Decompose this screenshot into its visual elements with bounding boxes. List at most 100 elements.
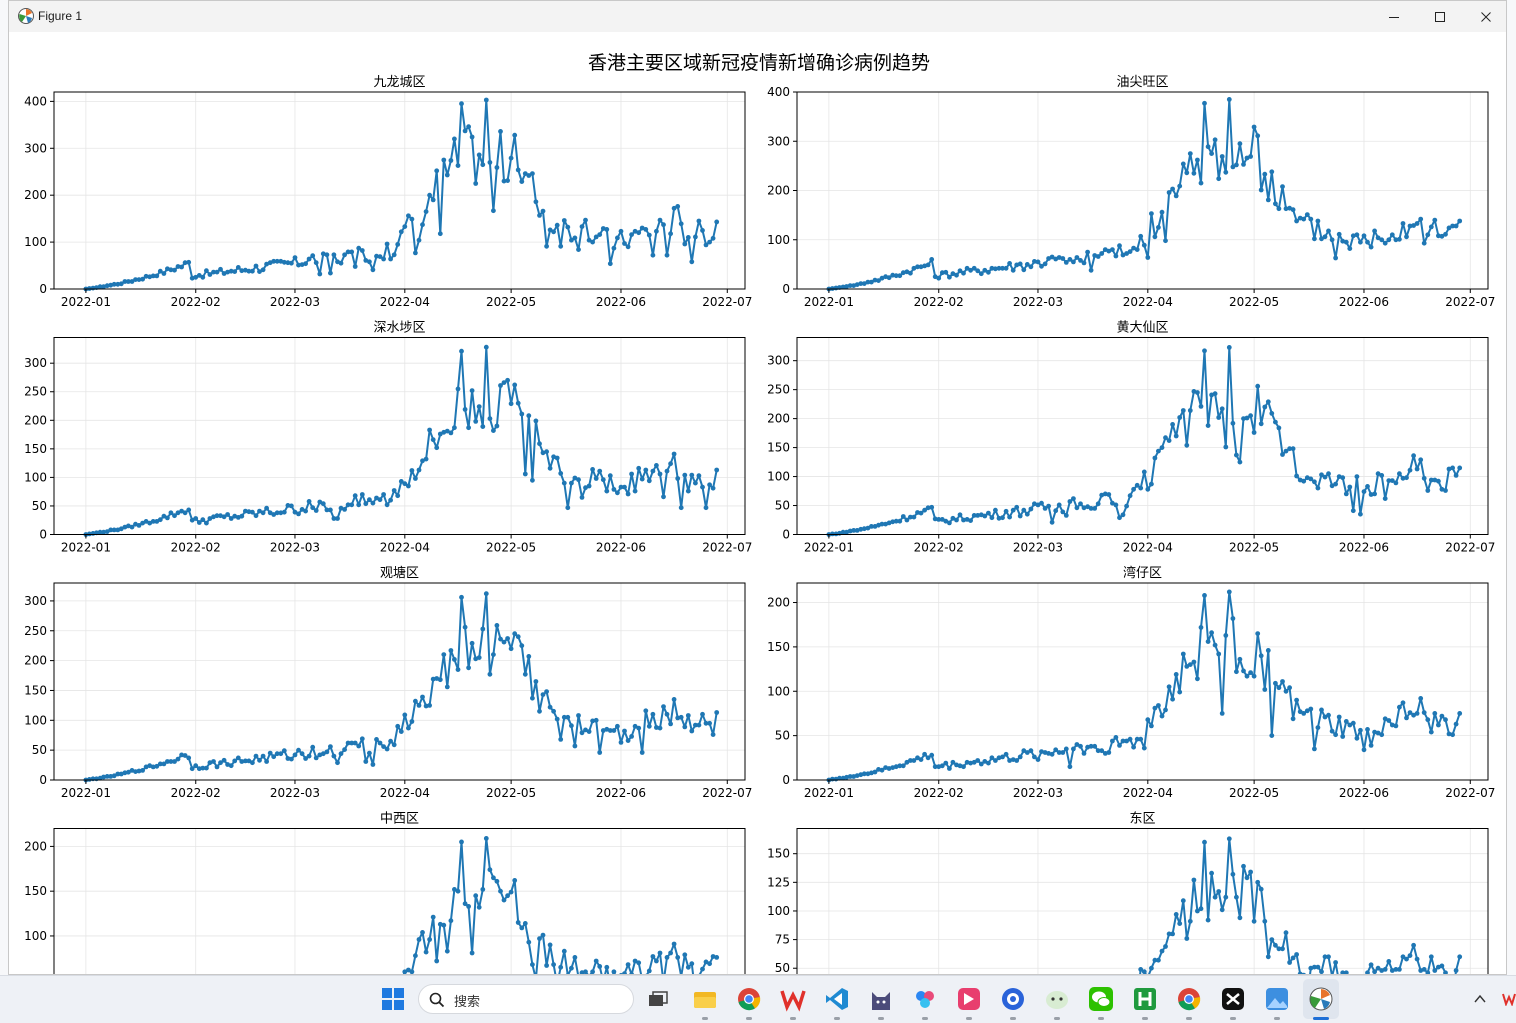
task-view-icon[interactable] bbox=[645, 986, 671, 1012]
data-point bbox=[548, 705, 553, 710]
wechat-icon[interactable] bbox=[1088, 986, 1114, 1012]
data-point bbox=[1333, 732, 1338, 737]
x-tick-label: 2022-01 bbox=[804, 295, 854, 309]
title-bar[interactable]: Figure 1 bbox=[9, 1, 1506, 32]
maximize-button[interactable] bbox=[1417, 1, 1463, 32]
data-point bbox=[495, 165, 500, 170]
data-point bbox=[282, 748, 287, 753]
data-point bbox=[1004, 752, 1009, 757]
data-point bbox=[943, 270, 948, 275]
chevron-up-icon[interactable] bbox=[1474, 994, 1486, 1004]
matplotlib-icon[interactable] bbox=[1308, 986, 1334, 1012]
data-point bbox=[1454, 473, 1459, 478]
data-point bbox=[658, 951, 663, 956]
data-point bbox=[1252, 430, 1257, 435]
data-point bbox=[1422, 710, 1427, 715]
data-point bbox=[1262, 687, 1267, 692]
blue-circle-icon[interactable] bbox=[1000, 986, 1026, 1012]
data-point bbox=[943, 761, 948, 766]
data-point bbox=[218, 267, 223, 272]
baidu-netdisk-icon[interactable] bbox=[912, 986, 938, 1012]
axes-frame bbox=[797, 583, 1488, 780]
photos-icon[interactable] bbox=[1264, 986, 1290, 1012]
data-point bbox=[530, 696, 535, 701]
x-tick-label: 2022-01 bbox=[804, 541, 854, 555]
data-point bbox=[1383, 967, 1388, 972]
running-indicator bbox=[746, 1017, 752, 1020]
data-point bbox=[509, 156, 514, 161]
y-tick-label: 300 bbox=[767, 134, 790, 148]
data-point bbox=[661, 494, 666, 499]
windows-start-icon[interactable] bbox=[380, 986, 406, 1012]
close-button[interactable] bbox=[1463, 1, 1507, 32]
data-point bbox=[1312, 747, 1317, 752]
data-point bbox=[463, 625, 468, 630]
data-point bbox=[530, 962, 535, 967]
data-point bbox=[658, 218, 663, 223]
data-point bbox=[597, 232, 602, 237]
data-point bbox=[317, 272, 322, 277]
x-tick-label: 2022-06 bbox=[1339, 541, 1389, 555]
y-tick-label: 0 bbox=[782, 282, 790, 296]
data-point bbox=[679, 221, 684, 226]
data-point bbox=[697, 473, 702, 478]
data-point bbox=[459, 595, 464, 600]
data-point bbox=[1294, 952, 1299, 957]
chrome-icon[interactable] bbox=[736, 986, 762, 1012]
data-point bbox=[1238, 141, 1243, 146]
data-point bbox=[1259, 653, 1264, 658]
h-app-icon[interactable] bbox=[1132, 986, 1158, 1012]
data-point bbox=[1011, 268, 1016, 273]
data-point bbox=[1195, 158, 1200, 163]
y-tick-label: 0 bbox=[39, 773, 47, 787]
y-tick-label: 300 bbox=[24, 594, 47, 608]
data-point bbox=[1192, 660, 1197, 665]
data-point bbox=[512, 133, 517, 138]
data-point bbox=[1131, 487, 1136, 492]
file-explorer-icon[interactable] bbox=[692, 986, 718, 1012]
data-point bbox=[477, 153, 482, 158]
x-tick-label: 2022-07 bbox=[702, 295, 752, 309]
data-point bbox=[154, 274, 159, 279]
data-point bbox=[371, 501, 376, 506]
data-point bbox=[1156, 958, 1161, 963]
chrome-icon[interactable] bbox=[1176, 986, 1202, 1012]
data-point bbox=[1358, 512, 1363, 517]
wps-tray-icon[interactable] bbox=[1502, 992, 1516, 1006]
pet-app-icon[interactable] bbox=[1044, 986, 1070, 1012]
x-tick-label: 2022-06 bbox=[1339, 295, 1389, 309]
y-tick-label: 150 bbox=[24, 442, 47, 456]
data-point bbox=[1060, 510, 1065, 515]
capcut-icon[interactable] bbox=[1220, 986, 1246, 1012]
data-point bbox=[583, 218, 588, 223]
data-point bbox=[1408, 953, 1413, 958]
data-point bbox=[1429, 730, 1434, 735]
data-point bbox=[427, 703, 432, 708]
search-input[interactable]: 搜索 bbox=[418, 984, 634, 1014]
data-point bbox=[1397, 967, 1402, 972]
data-point bbox=[1362, 489, 1367, 494]
data-point bbox=[1128, 737, 1133, 742]
vscode-icon[interactable] bbox=[824, 986, 850, 1012]
data-point bbox=[1273, 681, 1278, 686]
data-point bbox=[420, 222, 425, 227]
data-point bbox=[558, 737, 563, 742]
pink-app-icon[interactable] bbox=[956, 986, 982, 1012]
data-point bbox=[470, 388, 475, 393]
data-point bbox=[565, 225, 570, 230]
minimize-button[interactable] bbox=[1371, 1, 1417, 32]
data-point bbox=[1184, 936, 1189, 941]
data-point bbox=[158, 517, 163, 522]
data-point bbox=[1425, 232, 1430, 237]
series-line bbox=[86, 347, 717, 534]
data-point bbox=[445, 173, 450, 178]
data-point bbox=[693, 481, 698, 486]
wps-icon[interactable] bbox=[780, 986, 806, 1012]
data-point bbox=[1372, 492, 1377, 497]
data-point bbox=[1227, 345, 1232, 350]
cat-app-icon[interactable] bbox=[868, 986, 894, 1012]
data-point bbox=[431, 198, 436, 203]
data-point bbox=[452, 657, 457, 662]
x-tick-label: 2022-05 bbox=[1229, 295, 1279, 309]
